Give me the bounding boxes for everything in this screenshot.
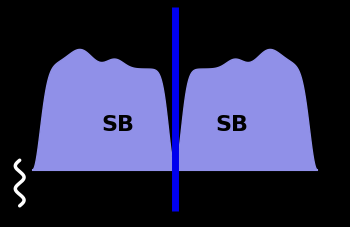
Text: SB: SB xyxy=(102,115,135,135)
Polygon shape xyxy=(33,50,317,170)
Text: SB: SB xyxy=(215,115,248,135)
